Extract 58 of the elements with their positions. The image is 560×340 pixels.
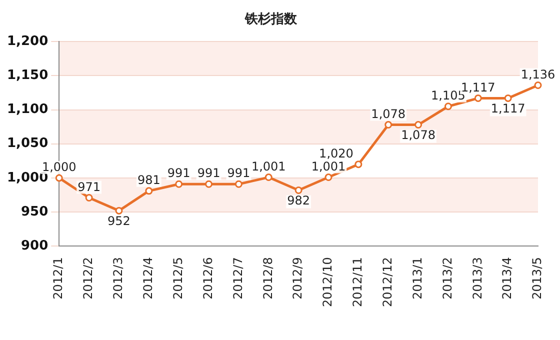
chart-title: 铁杉指数 bbox=[244, 12, 298, 28]
y-tick-label: 1,150 bbox=[6, 68, 48, 84]
data-label: 991 bbox=[227, 166, 250, 180]
x-tick-label: 2012/10 bbox=[320, 257, 335, 308]
x-tick-label: 2013/1 bbox=[410, 257, 424, 300]
data-label: 952 bbox=[108, 214, 130, 228]
data-label: 991 bbox=[197, 166, 220, 180]
y-tick-label: 950 bbox=[20, 204, 48, 220]
data-label: 991 bbox=[167, 166, 190, 180]
x-tick-label: 2013/3 bbox=[470, 257, 484, 300]
x-tick-label: 2012/8 bbox=[260, 257, 275, 300]
x-tick-label: 2012/9 bbox=[290, 257, 305, 300]
x-tick-label: 2012/3 bbox=[111, 257, 126, 300]
x-tick-label: 2012/2 bbox=[81, 257, 96, 300]
x-tick-label: 2012/4 bbox=[141, 257, 156, 300]
data-label: 981 bbox=[137, 173, 160, 188]
data-label: 1,117 bbox=[460, 80, 496, 94]
x-tick-label: 2013/2 bbox=[440, 257, 454, 300]
x-tick-label: 2012/6 bbox=[200, 257, 215, 300]
point bbox=[534, 81, 542, 89]
point bbox=[504, 94, 512, 102]
y-tick-label: 1,100 bbox=[6, 102, 48, 118]
point bbox=[234, 180, 242, 188]
point bbox=[384, 121, 392, 129]
point bbox=[85, 194, 93, 202]
x-tick-label: 2013/4 bbox=[500, 257, 514, 300]
point bbox=[145, 187, 153, 195]
data-label: 1,020 bbox=[319, 146, 354, 160]
data-label: 1,001 bbox=[311, 159, 346, 174]
point bbox=[264, 174, 272, 182]
point bbox=[294, 186, 302, 194]
data-label: 1,117 bbox=[490, 101, 526, 116]
point bbox=[115, 206, 123, 214]
data-label: 982 bbox=[287, 193, 310, 208]
data-label: 1,000 bbox=[42, 160, 76, 174]
x-tick-label: 2012/1 bbox=[51, 257, 66, 300]
y-tick-label: 900 bbox=[20, 238, 48, 254]
data-label: 971 bbox=[78, 180, 101, 194]
data-label: 1,078 bbox=[401, 128, 436, 142]
point bbox=[354, 160, 362, 168]
data-label: 1,105 bbox=[431, 88, 466, 102]
y-tick-label: 1,050 bbox=[6, 136, 48, 152]
data-label: 1,001 bbox=[251, 159, 286, 174]
point bbox=[175, 180, 183, 188]
x-tick-label: 2012/11 bbox=[350, 257, 365, 308]
point bbox=[324, 174, 332, 182]
x-tick-label: 2013/5 bbox=[530, 257, 544, 300]
data-label: 1,136 bbox=[520, 67, 556, 82]
data-label: 1,078 bbox=[371, 106, 406, 121]
point bbox=[444, 102, 452, 110]
x-tick-label: 2012/12 bbox=[380, 257, 394, 308]
x-tick-label: 2012/7 bbox=[230, 257, 245, 300]
point bbox=[55, 174, 63, 182]
y-tick-label: 1,200 bbox=[6, 34, 48, 49]
x-tick-label: 2012/5 bbox=[170, 257, 185, 300]
point bbox=[474, 94, 482, 102]
point bbox=[414, 121, 422, 129]
point bbox=[205, 180, 213, 188]
